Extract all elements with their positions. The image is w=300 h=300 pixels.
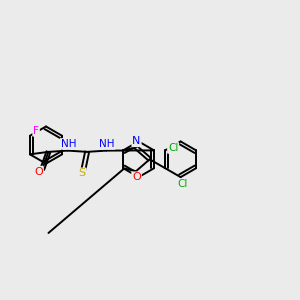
Text: O: O [34, 167, 43, 177]
Text: Cl: Cl [177, 179, 188, 189]
Text: S: S [79, 168, 86, 178]
Text: NH: NH [61, 139, 76, 149]
Text: NH: NH [99, 139, 115, 149]
Text: N: N [132, 136, 141, 146]
Text: Cl: Cl [168, 143, 178, 153]
Text: F: F [33, 126, 39, 136]
Text: O: O [132, 172, 141, 182]
